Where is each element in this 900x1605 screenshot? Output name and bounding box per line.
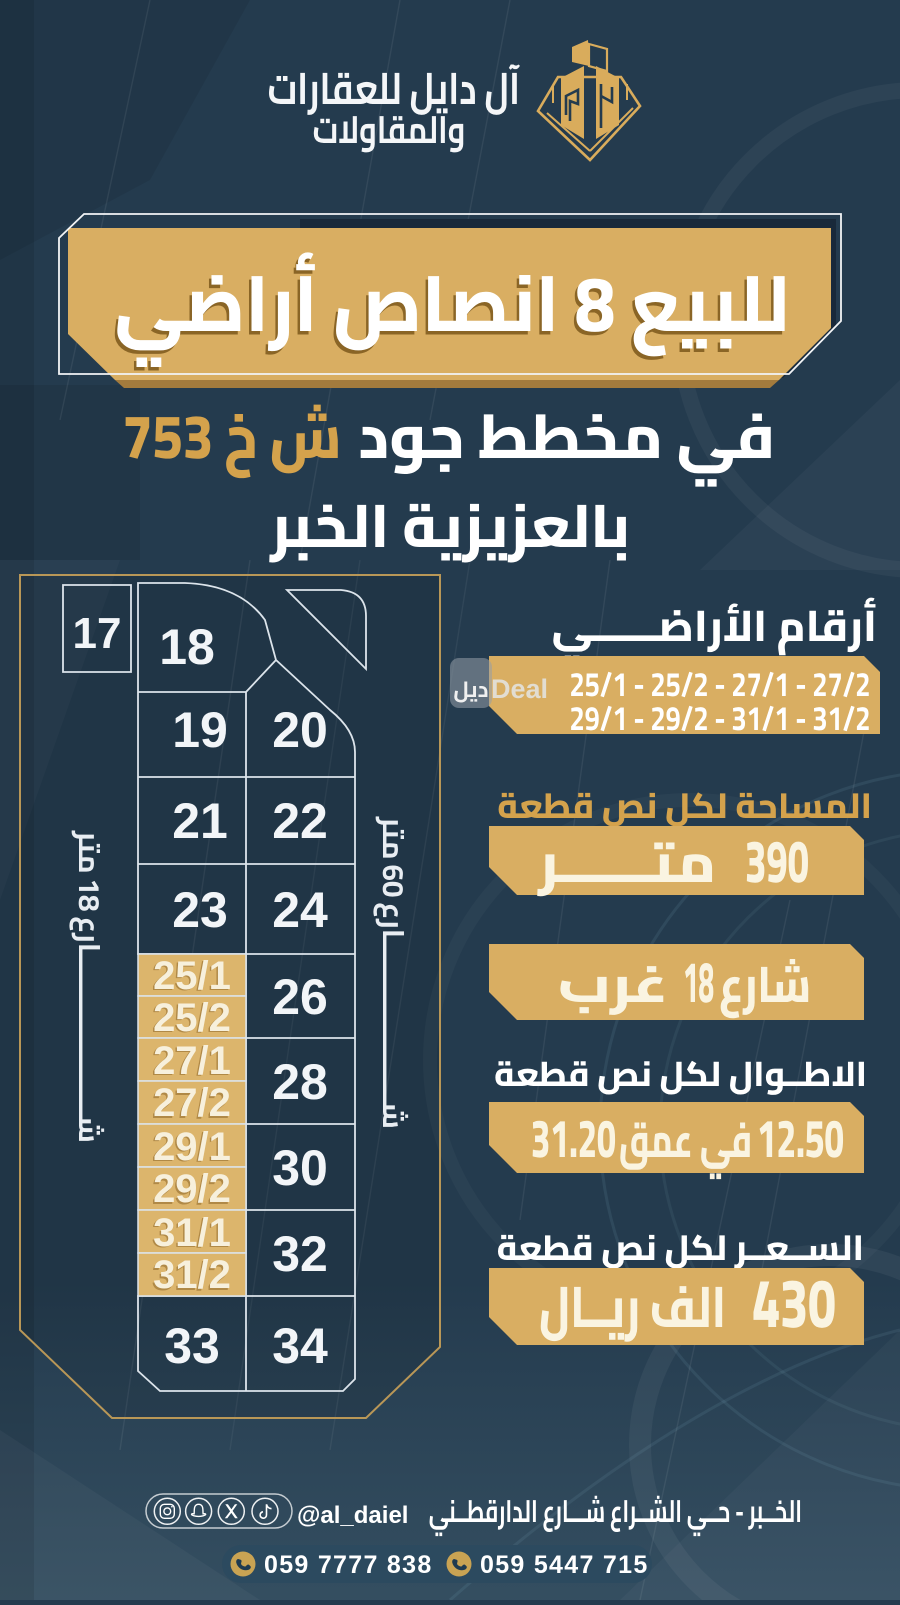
svg-text:30: 30 (272, 1140, 328, 1196)
svg-text:25/1: 25/1 (152, 955, 230, 999)
svg-text:25/1: 25/1 (153, 954, 231, 998)
svg-text:27/2: 27/2 (152, 1083, 230, 1127)
svg-text:31/1: 31/1 (153, 1211, 231, 1255)
svg-text:31/2: 31/2 (153, 1253, 231, 1297)
svg-text:25/2: 25/2 (152, 997, 230, 1041)
svg-text:22: 22 (272, 793, 328, 849)
svg-text:27/1: 27/1 (153, 1039, 231, 1083)
svg-text:25/2: 25/2 (153, 996, 231, 1040)
svg-text:29/2: 29/2 (152, 1169, 230, 1213)
svg-text:31/2: 31/2 (152, 1255, 230, 1299)
svg-text:32: 32 (272, 1226, 328, 1282)
svg-text:Deal: Deal (491, 674, 548, 704)
svg-text:26: 26 (272, 969, 328, 1025)
svg-text:059 5447 715: 059 5447 715 (480, 1551, 649, 1579)
svg-text:31/1: 31/1 (152, 1212, 230, 1256)
svg-text:29/1: 29/1 (153, 1125, 231, 1169)
svg-text:24: 24 (272, 882, 328, 938)
svg-text:18: 18 (159, 619, 215, 675)
svg-text:19: 19 (172, 702, 228, 758)
svg-text:29/2: 29/2 (153, 1167, 231, 1211)
svg-text:23: 23 (172, 882, 228, 938)
svg-text:34: 34 (272, 1318, 328, 1374)
svg-text:059 7777 838: 059 7777 838 (264, 1551, 433, 1579)
svg-text:21: 21 (172, 793, 228, 849)
svg-text:29/1: 29/1 (152, 1126, 230, 1170)
svg-text:27/1: 27/1 (152, 1040, 230, 1084)
svg-text:33: 33 (164, 1318, 220, 1374)
svg-text:@al_daiel: @al_daiel (297, 1502, 408, 1529)
svg-text:20: 20 (272, 702, 328, 758)
svg-text:27/2: 27/2 (153, 1081, 231, 1125)
svg-text:28: 28 (272, 1054, 328, 1110)
svg-text:17: 17 (73, 609, 122, 658)
